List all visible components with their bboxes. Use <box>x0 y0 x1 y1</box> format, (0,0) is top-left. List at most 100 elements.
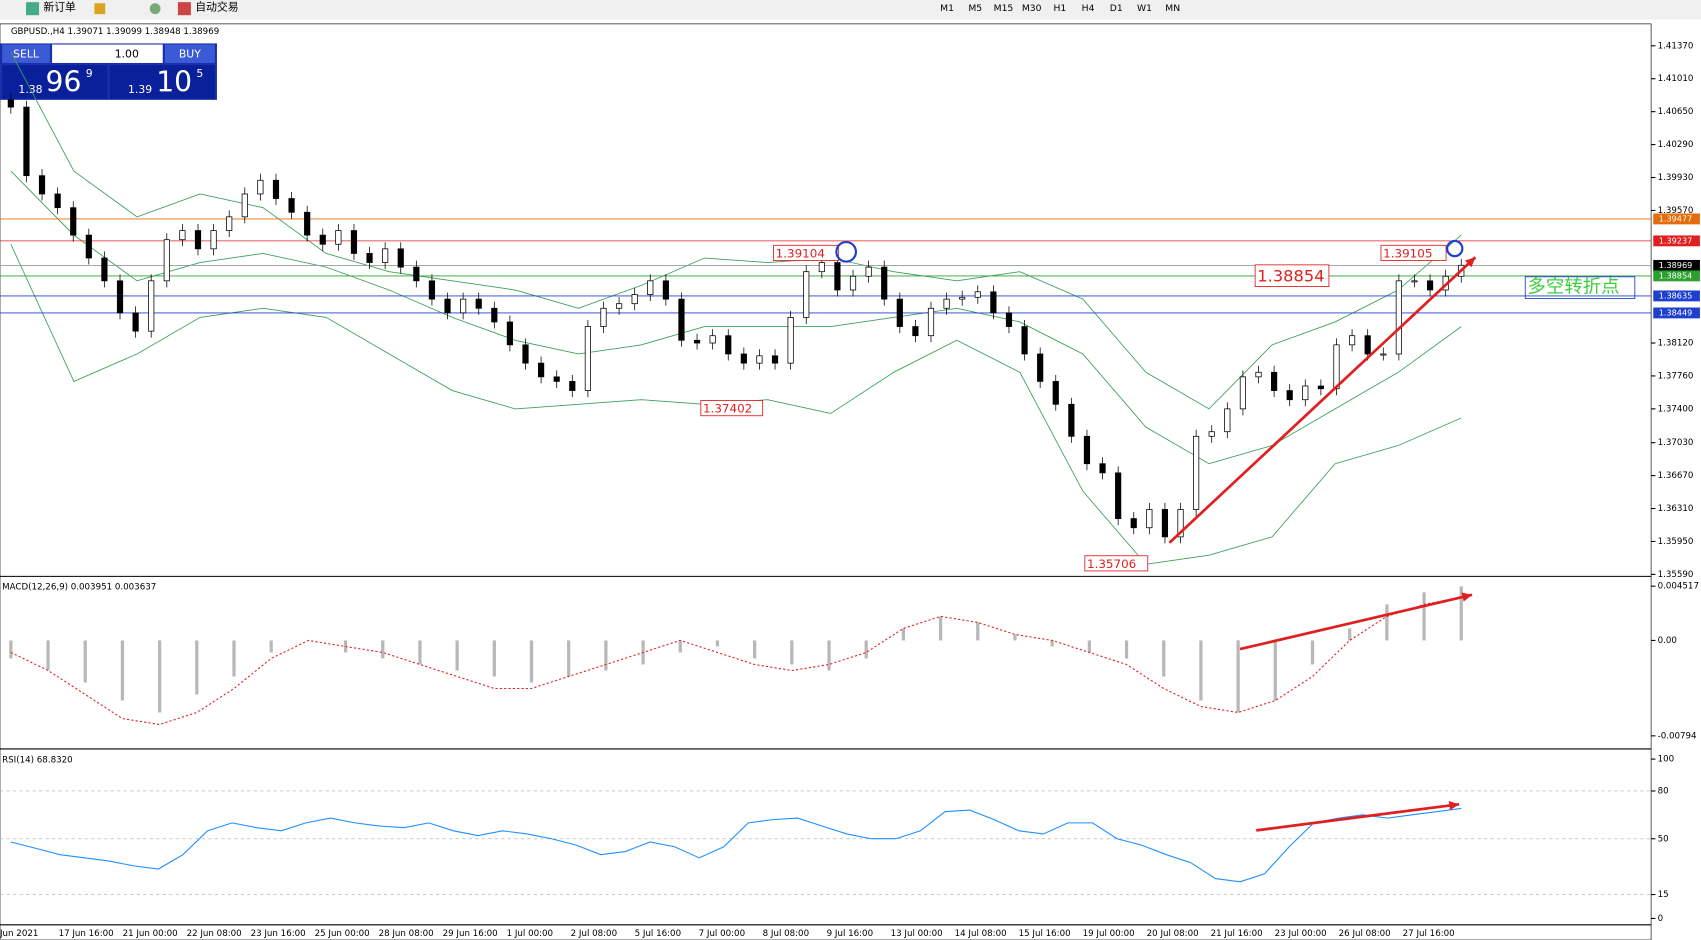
lots-input[interactable] <box>52 44 163 63</box>
buy-button[interactable] <box>164 44 215 63</box>
candle <box>1286 390 1293 401</box>
icon[interactable] <box>177 2 191 16</box>
candle <box>740 353 747 364</box>
lots[interactable]: 1.00 <box>115 47 139 60</box>
y-tick-label: 1.37760 <box>1658 371 1694 381</box>
new-order[interactable]: 新订单 <box>43 0 76 14</box>
timeframe[interactable]: W1 <box>1137 3 1152 14</box>
y-tick-label: 0.004517 <box>1658 582 1699 592</box>
candle <box>226 216 233 231</box>
sell-label[interactable]: SELL <box>13 47 39 60</box>
candle <box>725 335 732 355</box>
marker-circle <box>835 240 858 263</box>
x-tick-label: 17 Jun 16:00 <box>59 929 114 939</box>
toolbar <box>0 0 1701 20</box>
timeframe[interactable]: H1 <box>1053 3 1066 14</box>
icon[interactable] <box>94 3 106 15</box>
candle <box>85 234 92 259</box>
candle <box>1052 381 1059 405</box>
macd-signal <box>10 596 1462 726</box>
candle <box>881 266 888 300</box>
timeframe[interactable]: M1 <box>940 3 954 14</box>
price-label: 1.38969 <box>1659 260 1693 270</box>
x-tick-label: 27 Jul 16:00 <box>1403 929 1455 939</box>
candle <box>1037 353 1044 382</box>
candle <box>709 335 716 344</box>
x-tick-label: 2 Jul 08:00 <box>571 929 617 939</box>
icon[interactable] <box>26 2 40 16</box>
candle <box>350 230 358 254</box>
candle <box>959 296 966 300</box>
candle <box>382 248 389 263</box>
candle <box>584 326 591 391</box>
sell-pips: 96 <box>46 66 82 99</box>
candle <box>865 266 872 277</box>
x-tick-label: 19 Jul 00:00 <box>1083 929 1135 939</box>
candle <box>475 298 482 309</box>
candle <box>148 280 155 332</box>
timeframe[interactable]: M30 <box>1022 3 1042 14</box>
candle <box>1255 371 1262 378</box>
price-label: 1.38449 <box>1659 307 1693 317</box>
candle <box>194 230 202 250</box>
candle <box>818 262 825 273</box>
candle <box>163 239 170 282</box>
candle <box>1426 280 1434 291</box>
x-tick-label: 29 Jun 16:00 <box>443 929 498 939</box>
candle <box>1021 326 1028 355</box>
candle <box>1099 463 1106 474</box>
candle <box>491 307 498 323</box>
candle <box>927 307 935 337</box>
price-label-bg <box>1653 270 1700 282</box>
y-tick-label: 1.36310 <box>1658 504 1694 514</box>
candle <box>693 339 701 344</box>
candle <box>787 317 794 364</box>
annotation: 多空转折点 <box>1527 277 1619 298</box>
x-tick-label: 23 Jul 00:00 <box>1275 929 1327 939</box>
candle <box>460 298 467 314</box>
auto-trading[interactable]: 自动交易 <box>195 0 238 14</box>
timeframe[interactable]: M15 <box>994 3 1014 14</box>
x-tick-label: 26 Jul 08:00 <box>1339 929 1391 939</box>
x-tick-label: 9 Jul 16:00 <box>827 929 873 939</box>
candle <box>896 298 903 327</box>
timeframe[interactable]: D1 <box>1110 3 1123 14</box>
candle <box>522 344 529 364</box>
candle <box>272 179 280 199</box>
x-tick-label: 21 Jun 00:00 <box>123 929 178 939</box>
arrow-head <box>1464 257 1476 268</box>
annotation-box <box>773 244 840 261</box>
candle <box>413 266 420 282</box>
x-tick-label: 8 Jul 08:00 <box>763 929 809 939</box>
trend-arrow <box>1239 593 1473 651</box>
y-tick-label: 1.39570 <box>1658 206 1694 216</box>
candle <box>444 298 451 314</box>
timeframe[interactable]: M5 <box>968 3 982 14</box>
x-tick-label: 22 Jun 08:00 <box>187 929 242 939</box>
candle <box>241 193 248 218</box>
candle <box>397 248 404 268</box>
candle <box>54 193 61 209</box>
candle <box>600 307 607 327</box>
candle <box>849 275 857 291</box>
annotation: 1.38854 <box>1257 266 1324 285</box>
candle <box>428 280 436 300</box>
candle <box>1193 435 1200 510</box>
buy-label[interactable]: BUY <box>179 47 201 60</box>
price-label-bg <box>1653 235 1700 247</box>
timeframe[interactable]: MN <box>1165 3 1180 14</box>
y-tick-label: 1.37030 <box>1658 438 1694 448</box>
buy-price[interactable] <box>109 65 215 99</box>
candle <box>1130 518 1137 529</box>
arrow-head <box>1461 592 1473 602</box>
y-tick-label: 1.39930 <box>1658 173 1694 183</box>
candle <box>1239 376 1247 410</box>
chart-area <box>0 23 1652 940</box>
timeframe[interactable]: H4 <box>1082 3 1095 14</box>
candle <box>1348 335 1356 346</box>
icon[interactable] <box>149 3 161 15</box>
sell-price[interactable] <box>2 65 108 99</box>
price-label-bg <box>1653 290 1700 302</box>
y-tick-label: -0.00794 <box>1658 731 1697 741</box>
candle <box>1411 280 1418 283</box>
